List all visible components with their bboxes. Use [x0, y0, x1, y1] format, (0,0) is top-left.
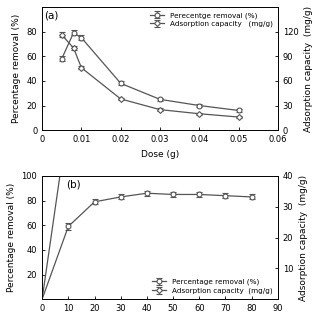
Y-axis label: Adsorption capacity  (mg/g): Adsorption capacity (mg/g) [304, 5, 313, 132]
Y-axis label: Adsorption capacity  (mg/g): Adsorption capacity (mg/g) [299, 174, 308, 301]
Text: (b): (b) [66, 180, 80, 190]
Legend: Perecentge removal (%), Adsorption capacity   (mg/g): Perecentge removal (%), Adsorption capac… [148, 11, 274, 29]
Text: (a): (a) [44, 11, 59, 21]
X-axis label: Dose (g): Dose (g) [141, 149, 179, 159]
Y-axis label: Percentage removal (%): Percentage removal (%) [12, 14, 21, 123]
Y-axis label: Percentage removal (%): Percentage removal (%) [7, 183, 16, 292]
Legend: Percentage removal (%), Adsorption capacity  (mg/g): Percentage removal (%), Adsorption capac… [150, 277, 274, 296]
